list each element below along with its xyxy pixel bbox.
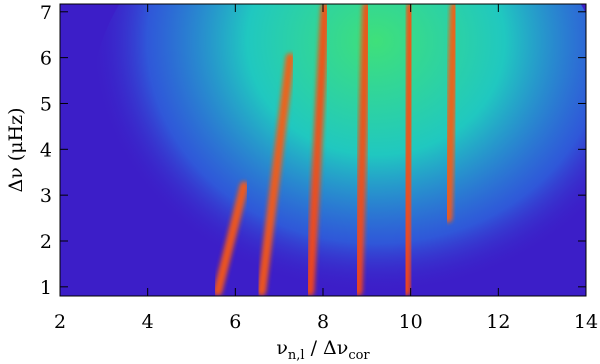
x-axis-label: νn,l / Δνcor bbox=[276, 337, 370, 363]
ridge bbox=[401, 4, 416, 296]
x-tick-label: 4 bbox=[142, 311, 154, 333]
y-tick-label: 6 bbox=[40, 48, 52, 70]
y-tick-label: 4 bbox=[40, 139, 52, 161]
y-tick-label: 7 bbox=[40, 2, 52, 24]
x-tick-label: 6 bbox=[229, 311, 241, 333]
x-tick-label: 12 bbox=[486, 311, 510, 333]
x-label-part: / Δν bbox=[305, 337, 349, 359]
x-tick-label: 2 bbox=[54, 311, 66, 333]
density-texture bbox=[90, 4, 586, 296]
x-tick-label: 14 bbox=[574, 311, 598, 333]
ridge bbox=[257, 53, 295, 296]
y-tick-label: 1 bbox=[40, 277, 52, 299]
ridge bbox=[353, 4, 372, 296]
ridge bbox=[213, 181, 249, 296]
y-axis-label: Δν (μHz) bbox=[5, 107, 27, 192]
y-tick-label: 5 bbox=[40, 93, 52, 115]
x-tick-label: 8 bbox=[317, 311, 329, 333]
y-tick-label: 3 bbox=[40, 185, 52, 207]
x-label-part: cor bbox=[348, 348, 370, 363]
x-label-part: n,l bbox=[288, 348, 305, 363]
x-label-part: ν bbox=[276, 337, 288, 359]
ridge bbox=[443, 4, 459, 223]
x-tick-label: 10 bbox=[399, 311, 423, 333]
ridges bbox=[213, 4, 459, 296]
y-tick-label: 2 bbox=[40, 231, 52, 253]
ridge bbox=[305, 4, 330, 296]
